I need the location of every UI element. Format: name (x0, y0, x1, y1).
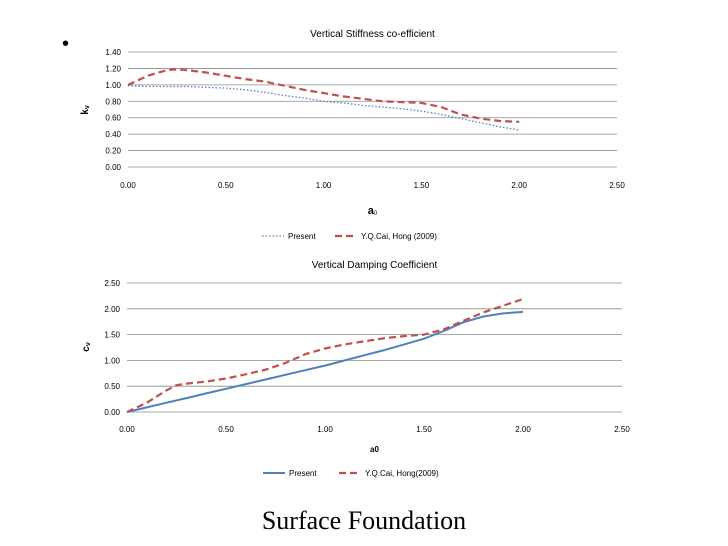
chart1-x-tick-label: 0.00 (120, 181, 136, 190)
chart2-x-tick-label: 1.00 (317, 425, 333, 434)
chart1-x-tick-label: 1.00 (316, 181, 332, 190)
chart1-y-tick-label: 0.00 (105, 163, 121, 172)
chart2-x-tick-label: 0.00 (119, 425, 135, 434)
chart2-title: Vertical Damping Coefficient (312, 260, 438, 271)
chart2-series-cai-hong (126, 297, 524, 413)
chart1-x-tick-label: 2.50 (609, 181, 625, 190)
chart2-y-axis-label: cv (81, 342, 92, 352)
chart1-legend-label-present: Present (288, 232, 316, 241)
chart2-y-tick-label: 2.00 (104, 305, 120, 314)
chart2-series-present (126, 310, 524, 413)
chart1-x-tick-label: 0.50 (218, 181, 234, 190)
chart1-series-cai-hong (127, 68, 520, 123)
chart1-y-tick-label: 1.40 (105, 48, 121, 57)
chart1-y-tick-label: 1.00 (105, 81, 121, 90)
slide-footer-title: Surface Foundation (261, 506, 467, 535)
chart2-x-tick-label: 2.50 (614, 425, 630, 434)
chart2-y-tick-label: 1.50 (104, 331, 120, 340)
chart1-y-tick-label: 0.20 (105, 147, 121, 156)
chart2-legend-label-cai-hong: Y.Q.Cai, Hong(2009) (365, 469, 439, 478)
chart2-y-tick-label: 1.00 (104, 356, 120, 365)
chart1-x-tick-label: 2.00 (511, 181, 527, 190)
chart2-legend-label-present: Present (289, 469, 317, 478)
chart2-x-tick-label: 2.00 (515, 425, 531, 434)
chart2-y-tick-label: 0.50 (104, 382, 120, 391)
chart1-series-present (127, 85, 520, 131)
chart1-y-tick-label: 0.60 (105, 114, 121, 123)
chart1-y-tick-label: 0.40 (105, 130, 121, 139)
chart1-y-tick-label: 0.80 (105, 97, 121, 106)
chart1-y-tick-label: 1.20 (105, 64, 121, 73)
chart1-title: Vertical Stiffness co-efficient (310, 29, 435, 40)
chart2-y-tick-label: 2.50 (104, 279, 120, 288)
chart1-x-axis-label: a0 (368, 205, 378, 217)
slide-bullet: • (62, 33, 70, 55)
chart2-x-axis-label: a0 (370, 445, 379, 454)
chart2-x-tick-label: 0.50 (218, 425, 234, 434)
damping-chart: Vertical Damping Coefficient 0.00 0.50 1.00… (81, 260, 630, 478)
chart1-x-tick-label: 1.50 (414, 181, 430, 190)
chart2-x-tick-label: 1.50 (416, 425, 432, 434)
chart1-y-axis-label: kv (80, 105, 91, 115)
chart2-y-tick-label: 0.00 (104, 408, 120, 417)
stiffness-chart: Vertical Stiffness co-efficient 0.00 0.20 0… (80, 29, 625, 241)
chart1-legend-label-cai-hong: Y.Q.Cai, Hong (2009) (361, 232, 437, 241)
